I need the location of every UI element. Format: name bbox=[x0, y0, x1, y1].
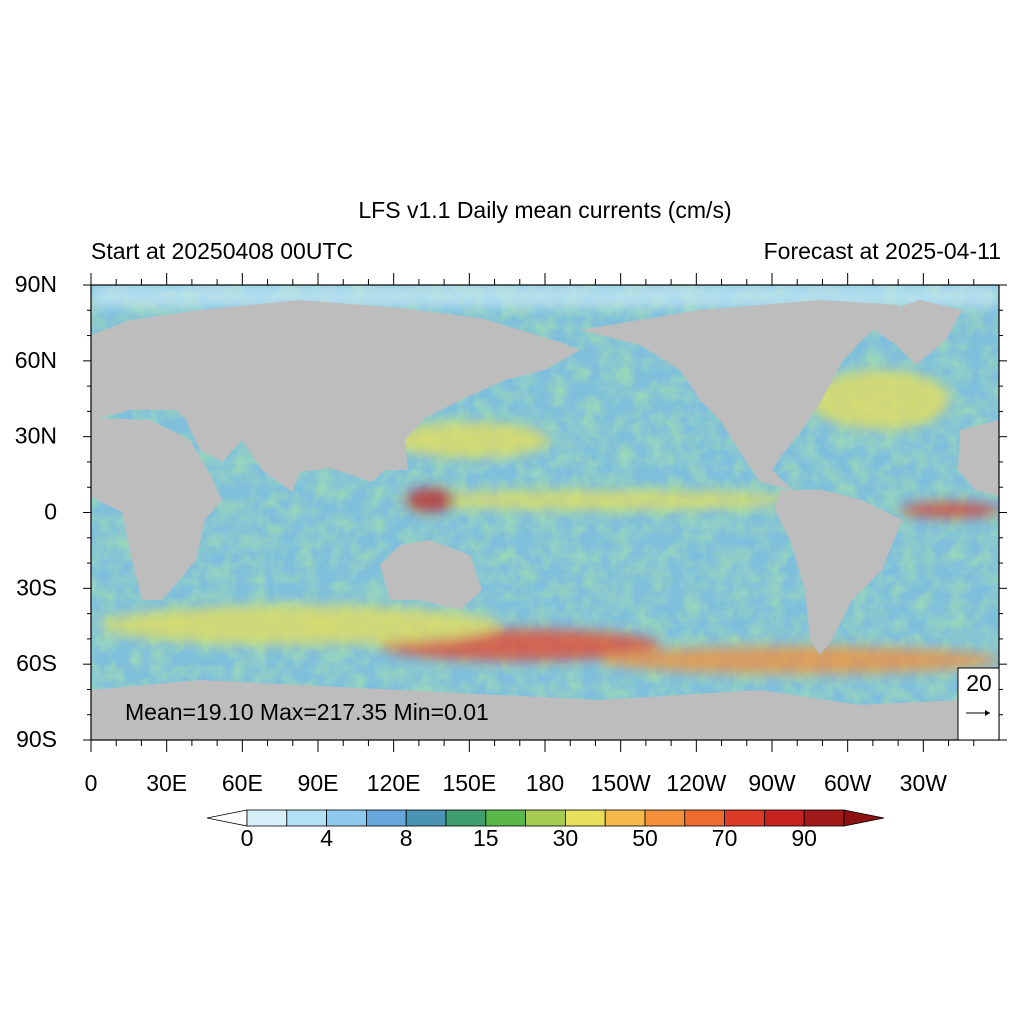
lon-label: 30E bbox=[146, 770, 187, 796]
colorbar-box bbox=[764, 809, 805, 827]
axes: 90N 60N 30N 0 30S 60S 90S 0 30E 60E 90E 120E 150E 180… bbox=[15, 271, 1007, 796]
left-subtitle: Start at 20250408 00UTC bbox=[91, 238, 353, 264]
title: LFS v1.1 Daily mean currents (cm/s) bbox=[358, 197, 731, 223]
colorbar-box bbox=[246, 809, 288, 827]
colorbar-box bbox=[644, 809, 686, 827]
lon-label: 120E bbox=[367, 770, 421, 796]
lon-label: 180 bbox=[526, 770, 564, 796]
colorbar-box bbox=[485, 809, 526, 827]
colorbar-label: 8 bbox=[400, 825, 413, 851]
colorbar-label: 4 bbox=[320, 825, 333, 851]
colorbar-over bbox=[843, 809, 885, 827]
colorbar: 0 4 8 15 30 50 70 90 bbox=[206, 809, 885, 851]
lat-label: 30S bbox=[16, 574, 57, 600]
lat-label: 0 bbox=[44, 499, 57, 525]
colorbar-label: 90 bbox=[791, 825, 817, 851]
right-subtitle: Forecast at 2025-04-11 bbox=[764, 238, 1001, 264]
reference-vector-label: 20 bbox=[966, 670, 992, 696]
lon-label: 120W bbox=[666, 770, 726, 796]
colorbar-label: 70 bbox=[712, 825, 738, 851]
lon-label: 60E bbox=[222, 770, 263, 796]
colorbar-box bbox=[724, 809, 765, 827]
colorbar-box bbox=[405, 809, 447, 827]
lat-label: 60N bbox=[15, 347, 57, 373]
current-bands bbox=[91, 285, 999, 674]
lon-label: 60W bbox=[824, 770, 872, 796]
colorbar-under bbox=[206, 809, 248, 827]
colorbar-box bbox=[684, 809, 725, 827]
lat-label: 90N bbox=[15, 271, 57, 297]
lat-label: 30N bbox=[15, 423, 57, 449]
land bbox=[91, 300, 999, 740]
colorbar-box bbox=[604, 809, 646, 827]
lon-label: 30W bbox=[900, 770, 948, 796]
colorbar-label: 50 bbox=[632, 825, 658, 851]
lon-label: 90E bbox=[298, 770, 339, 796]
reference-vector-box: 20 bbox=[957, 667, 1000, 741]
lat-label: 60S bbox=[16, 650, 57, 676]
colorbar-box bbox=[365, 809, 407, 827]
lon-label: 90W bbox=[748, 770, 796, 796]
colorbar-box bbox=[286, 809, 327, 827]
colorbar-box bbox=[565, 809, 606, 827]
colorbar-box bbox=[326, 809, 367, 827]
lon-label: 150W bbox=[591, 770, 651, 796]
lon-label: 0 bbox=[85, 770, 98, 796]
colorbar-box bbox=[445, 809, 487, 827]
colorbar-label: 15 bbox=[473, 825, 499, 851]
lat-label: 90S bbox=[16, 726, 57, 752]
map-field bbox=[91, 285, 999, 740]
colorbar-box bbox=[525, 809, 566, 827]
colorbar-box bbox=[803, 809, 845, 827]
stats-label: Mean=19.10 Max=217.35 Min=0.01 bbox=[125, 699, 489, 725]
colorbar-label: 0 bbox=[241, 825, 254, 851]
lon-label: 150E bbox=[442, 770, 496, 796]
colorbar-label: 30 bbox=[553, 825, 579, 851]
